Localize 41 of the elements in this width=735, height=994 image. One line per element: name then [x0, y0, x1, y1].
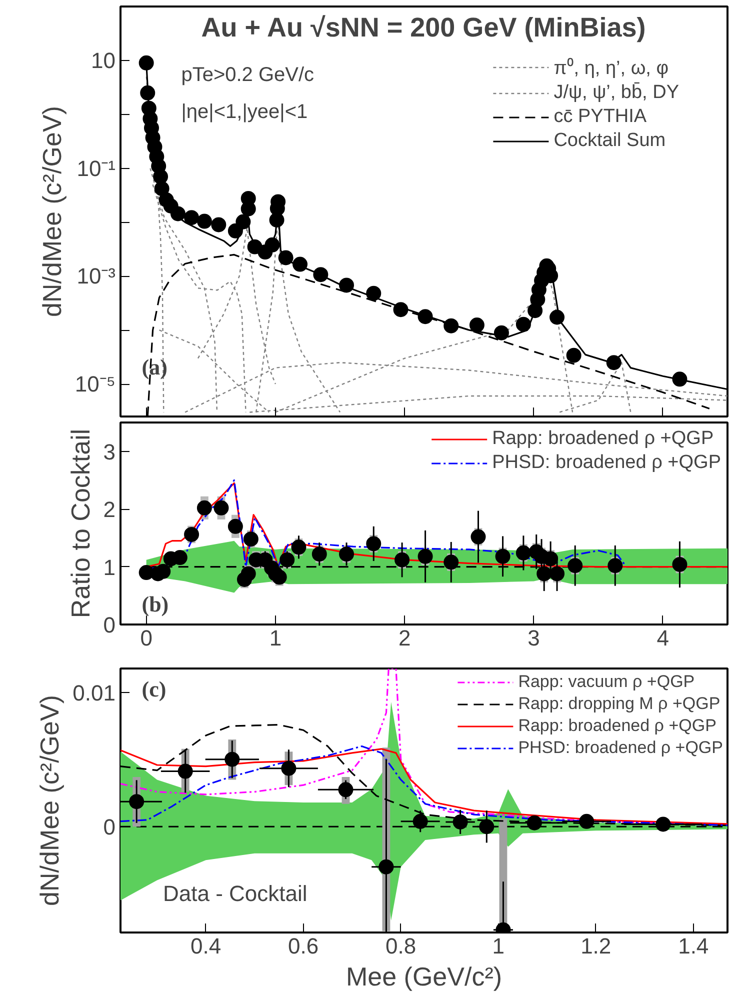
- annotation: (a): [142, 354, 168, 380]
- y-tick-label: 3: [103, 439, 116, 464]
- y-tick-label: 10⁻¹: [76, 156, 116, 181]
- x-axis-title: Mee (GeV/c²): [346, 962, 502, 992]
- annotation: Data - Cocktail: [162, 881, 308, 906]
- x-tick-label: 0.6: [288, 934, 319, 958]
- x-tick-label: 1.2: [580, 934, 612, 958]
- x-tick-label: 1: [269, 626, 282, 650]
- x-tick-label: 0.8: [386, 934, 416, 958]
- legend-label: Rapp: vacuum ρ +QGP: [518, 672, 695, 692]
- x-tick-label: 1.4: [678, 934, 709, 958]
- legend-label: π⁰, η, η’, ω, φ: [554, 56, 669, 80]
- y-axis-title: dN/dMee (c²/GeV): [34, 695, 65, 906]
- x-tick-label: 2: [398, 626, 411, 650]
- legend-label: Rapp: broadened ρ +QGP: [492, 428, 714, 450]
- y-axis-title: Ratio to Cocktail: [65, 428, 96, 618]
- y-tick-label: 0.01: [72, 680, 116, 706]
- x-tick-label: 0.4: [190, 934, 222, 958]
- x-tick-label: 1: [492, 934, 504, 958]
- y-tick-label: 10⁻⁵: [74, 372, 116, 397]
- y-tick-label: 0: [103, 814, 116, 840]
- legend-label: cc̄ PYTHIA: [554, 106, 647, 128]
- legend-label: J/ψ, ψ’, bb̄, DY: [554, 82, 679, 104]
- y-tick-label: 1: [103, 554, 116, 580]
- x-tick-label: 4: [656, 626, 670, 650]
- legend-label: Rapp: dropping M ρ +QGP: [518, 694, 720, 714]
- legend-label: PHSD: broadened ρ +QGP: [492, 452, 721, 474]
- x-tick-label: 0: [140, 626, 152, 650]
- legend-label: PHSD: broadened ρ +QGP: [518, 738, 723, 758]
- y-tick-label: 10⁻³: [76, 264, 116, 289]
- annotation: |ηe|<1,|yee|<1: [181, 100, 308, 123]
- legend-label: Rapp: broadened ρ +QGP: [518, 716, 716, 736]
- y-axis-title: dN/dMee (c²/GeV): [36, 106, 67, 317]
- legend-label: Cocktail Sum: [554, 130, 666, 152]
- x-tick-label: 3: [528, 626, 540, 650]
- annotation: (b): [142, 591, 169, 616]
- y-tick-label: 2: [103, 497, 116, 522]
- annotation: (c): [142, 676, 166, 702]
- chart-title: Au + Au √sNN = 200 GeV (MinBias): [201, 12, 646, 43]
- annotation: pTe>0.2 GeV/c: [181, 64, 314, 86]
- y-tick-label: 10: [91, 48, 116, 73]
